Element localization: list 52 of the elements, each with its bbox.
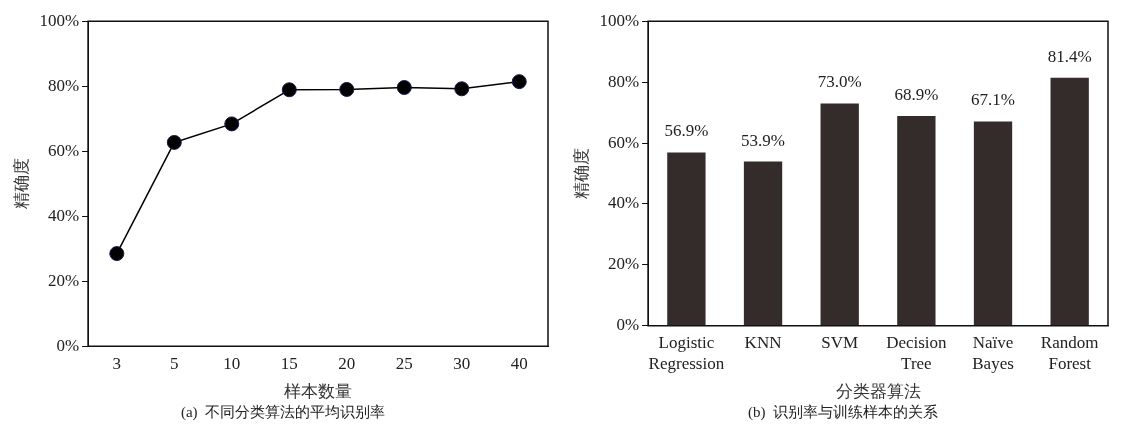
- point: [511, 74, 527, 90]
- x-tick-label: Random Forest: [1040, 333, 1099, 373]
- y-tick-label: 80%: [607, 71, 640, 91]
- y-tick-label: 0%: [616, 315, 640, 335]
- bar: [743, 161, 783, 326]
- data-label: 56.9%: [664, 121, 709, 141]
- x-tick-label: 15: [280, 353, 298, 373]
- x-tick-label: SVM: [821, 333, 859, 353]
- y-axis-title: 精确度: [11, 158, 31, 210]
- y-tick-label: 100%: [599, 10, 640, 30]
- y-tick-label: 0%: [56, 335, 80, 355]
- y-tick-label: 60%: [47, 140, 80, 160]
- point: [281, 82, 297, 98]
- point: [339, 81, 355, 97]
- y-tick-label: 40%: [47, 205, 80, 225]
- bar: [897, 115, 936, 326]
- data-label: 53.9%: [741, 130, 786, 150]
- text: (b) 识别率与训练样本的关系: [747, 403, 939, 422]
- data-label: 81.4%: [1047, 46, 1092, 66]
- x-tick-label: 40: [510, 353, 528, 373]
- point: [109, 246, 125, 262]
- point: [396, 80, 412, 95]
- bar: [973, 121, 1013, 326]
- x-axis-title: 样本数量: [284, 382, 353, 402]
- y-tick-label: 40%: [607, 193, 640, 213]
- y-tick-label: 100%: [39, 10, 80, 30]
- x-axis-title: 分类器算法: [835, 382, 921, 402]
- bar: [1050, 77, 1089, 326]
- x-tick-label: 20: [338, 353, 356, 373]
- y-tick-label: 20%: [47, 270, 80, 290]
- y-tick-label: 20%: [607, 254, 640, 274]
- x-tick-label: KNN: [744, 333, 782, 353]
- bar: [667, 152, 706, 326]
- data-label: 68.9%: [894, 84, 939, 104]
- bar: [820, 103, 859, 326]
- point: [224, 116, 240, 132]
- x-tick-label: 30: [453, 353, 471, 373]
- x-tick-label: 5: [170, 353, 179, 373]
- y-tick-label: 60%: [607, 132, 640, 152]
- x-tick-label: Logistic Regression: [648, 333, 725, 373]
- text: (a) 不同分类算法的平均识别率: [179, 403, 387, 422]
- data-label: 73.0%: [817, 72, 862, 92]
- x-tick-label: 10: [223, 353, 241, 373]
- y-tick-label: 80%: [47, 75, 80, 95]
- y-axis-title: 精确度: [571, 148, 591, 199]
- x-tick-label: 3: [112, 353, 122, 373]
- x-tick-label: 25: [395, 353, 413, 373]
- x-tick-label: Naïve Bayes: [972, 333, 1014, 373]
- x-tick-label: Decision Tree: [886, 333, 948, 373]
- point: [166, 134, 182, 150]
- data-label: 67.1%: [971, 90, 1015, 110]
- point: [454, 81, 470, 97]
